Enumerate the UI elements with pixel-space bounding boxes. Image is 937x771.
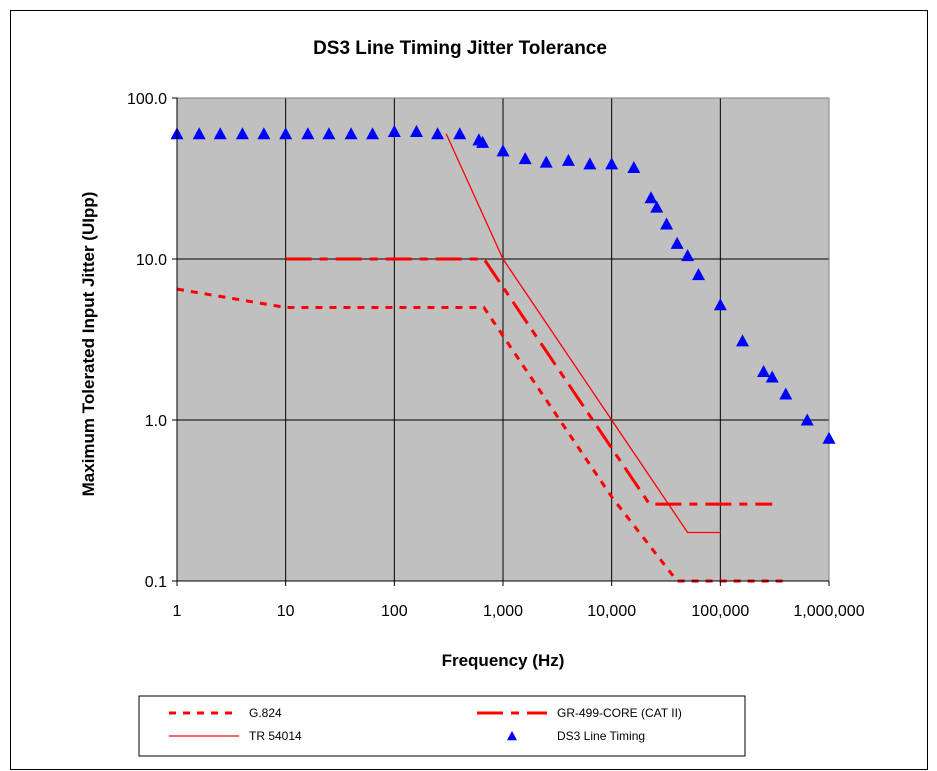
axes: 1 10 100 1,000 10,000 100,000 1,000,000 100.0 10…	[127, 91, 865, 620]
series-ds3-line-timing-point	[561, 153, 575, 166]
x-tick-label: 1,000,000	[793, 603, 864, 620]
series-ds3-line-timing-point	[496, 144, 510, 157]
legend-label-g-824: G.824	[249, 706, 282, 720]
series-ds3-line-timing-point	[583, 157, 597, 170]
x-tick-label: 100,000	[691, 603, 749, 620]
series-ds3-line-timing-point	[713, 298, 727, 311]
series-ds3-line-timing-point	[431, 127, 445, 140]
chart: DS3 Line Timing Jitter Tolerance 1 10 100 1…	[79, 38, 865, 757]
series-ds3-line-timing-point	[518, 152, 532, 165]
x-tick-label: 1	[173, 603, 182, 620]
chart-title: DS3 Line Timing Jitter Tolerance	[313, 38, 607, 59]
x-tick-label: 10,000	[587, 603, 636, 620]
y-tick-label: 100.0	[127, 91, 167, 108]
series-ds3-line-timing-point	[800, 413, 814, 426]
series-ds3-line-timing-point	[692, 268, 706, 281]
y-tick-label: 0.1	[145, 574, 167, 591]
series-ds3-line-timing-point	[257, 127, 271, 140]
legend-label-tr-54014: TR 54014	[249, 729, 302, 743]
series-gr-499-core-cat-ii-line	[285, 257, 773, 506]
x-tick-label: 1,000	[483, 603, 523, 620]
series-ds3-line-timing-point	[453, 127, 467, 140]
series-ds3-line-timing-point	[670, 236, 684, 249]
series-tr-54014-line	[445, 133, 721, 534]
series-ds3-line-timing-point	[822, 431, 836, 444]
x-tick-label: 10	[277, 603, 295, 620]
plot-area	[170, 97, 836, 583]
x-axis-title: Frequency (Hz)	[442, 651, 565, 670]
legend-label-gr-499-core-cat-ii: GR-499-CORE (CAT II)	[557, 706, 682, 720]
series-ds3-line-timing-point	[279, 127, 293, 140]
series-ds3-line-timing-point	[681, 249, 695, 262]
series-ds3-line-timing-point	[539, 155, 553, 168]
series-ds3-line-timing-point	[387, 124, 401, 137]
series-ds3-line-timing-point	[605, 157, 619, 170]
y-tick-label: 1.0	[145, 413, 167, 430]
series-ds3-line-timing-point	[660, 217, 674, 230]
y-axis-title: Maximum Tolerated Input Jitter (UIpp)	[79, 192, 98, 497]
series-ds3-line-timing-point	[736, 334, 750, 347]
chart-frame: DS3 Line Timing Jitter Tolerance 1 10 100 1…	[10, 10, 928, 770]
x-tick-label: 100	[381, 603, 408, 620]
series-ds3-line-timing-point	[757, 365, 771, 378]
series-ds3-line-timing-point	[235, 127, 249, 140]
series-ds3-line-timing-point	[476, 135, 490, 148]
series-ds3-line-timing-point	[344, 127, 358, 140]
legend: G.824 GR-499-CORE (CAT II) TR 54014 DS3 Lin…	[138, 695, 746, 757]
y-tick-label: 10.0	[136, 252, 167, 269]
series-g-824-line	[176, 287, 786, 583]
series-ds3-line-timing-point	[301, 127, 315, 140]
series-ds3-line-timing-point	[192, 127, 206, 140]
legend-box	[138, 695, 746, 757]
series-ds3-line-timing-point	[410, 124, 424, 137]
legend-label-ds3-line-timing: DS3 Line Timing	[557, 729, 645, 743]
series-ds3-line-timing-point	[644, 191, 658, 204]
series-ds3-line-timing-point	[650, 200, 664, 213]
series-ds3-line-timing-point	[765, 370, 779, 383]
series-ds3-line-timing-point	[322, 127, 336, 140]
series-ds3-line-timing-point	[779, 387, 793, 400]
series-ds3-line-timing-point	[366, 127, 380, 140]
legend-marker-ds3-line-timing	[507, 731, 517, 741]
series-ds3-line-timing-point	[627, 161, 641, 174]
series-ds3-line-timing-point	[213, 127, 227, 140]
